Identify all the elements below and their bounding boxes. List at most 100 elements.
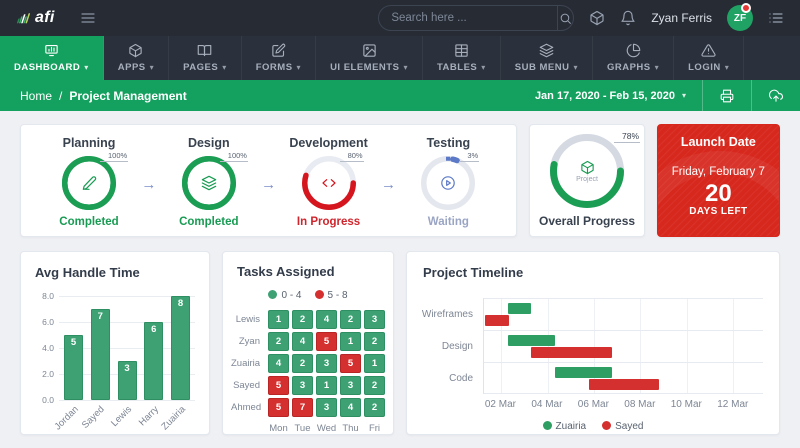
gantt-bar-zuairia-design: [508, 335, 555, 346]
nav-item-login[interactable]: LOGIN ▾: [674, 36, 745, 80]
main-content: Planning 100% Completed → Design 100% Complete…: [0, 111, 800, 435]
heatmap-cell: 5: [316, 332, 337, 351]
main-nav: DASHBOARD ▾ APPS ▾ PAGES ▾ FORMS ▾ UI ELEMENTS ▾ T…: [0, 36, 800, 80]
step-planning: Planning 100% Completed: [45, 136, 133, 228]
nav-item-tables[interactable]: TABLES ▾: [423, 36, 501, 80]
print-button[interactable]: [703, 80, 751, 111]
launch-date-title: Launch Date: [680, 135, 756, 149]
heatmap-cell: 3: [316, 354, 337, 373]
nav-item-sub-menu[interactable]: SUB MENU ▾: [501, 36, 593, 80]
heatmap-cell: 5: [268, 398, 289, 417]
heatmap-row-label: Zuairia: [231, 358, 261, 369]
login-icon: [701, 43, 716, 58]
legend-item: Sayed: [602, 421, 643, 432]
breadcrumb-home[interactable]: Home: [20, 88, 53, 103]
avatar[interactable]: ZF: [727, 3, 753, 31]
chevron-down-icon: ▾: [403, 62, 408, 72]
gantt-bar-sayed-wireframes: [485, 315, 510, 326]
export-button[interactable]: [752, 80, 800, 111]
nav-item-pages[interactable]: PAGES ▾: [169, 36, 242, 80]
chevron-down-icon: ▾: [222, 62, 227, 72]
search-input[interactable]: [379, 12, 558, 24]
gantt-row-label: Design: [441, 340, 473, 352]
y-tick-label: 0.0: [42, 395, 54, 405]
overall-progress-title: Overall Progress: [539, 214, 636, 228]
step-title: Design: [187, 136, 230, 150]
nav-item-dashboard[interactable]: DASHBOARD ▾: [0, 36, 104, 80]
gantt-x-tick-label: 12 Mar: [717, 399, 749, 410]
nav-item-ui-elements[interactable]: UI ELEMENTS ▾: [316, 36, 423, 80]
forms-icon: [271, 43, 286, 58]
tasks-assigned-title: Tasks Assigned: [237, 264, 335, 279]
bar-jordan: 5: [64, 335, 83, 400]
gantt-x-tick-label: 02 Mar: [484, 399, 516, 410]
gantt-x-tick-label: 06 Mar: [577, 399, 609, 410]
donut-center: Project: [550, 134, 624, 208]
legend-item: Zuairia: [542, 421, 586, 432]
heatmap-row-label: Lewis: [235, 314, 260, 325]
chevron-down-icon: ▾: [149, 62, 155, 72]
heatmap-cell: 2: [292, 310, 313, 329]
hamburger-menu-icon[interactable]: [80, 10, 96, 26]
search-button[interactable]: [557, 6, 573, 30]
gantt-row-label: Wireframes: [421, 308, 473, 320]
heatmap-cell: 2: [340, 310, 361, 329]
nav-item-graphs[interactable]: GRAPHS ▾: [593, 36, 675, 80]
nav-item-apps[interactable]: APPS ▾: [104, 36, 170, 80]
chevron-down-icon: ▾: [724, 62, 730, 72]
gantt-bar-sayed-code: [589, 379, 659, 390]
heatmap-legend: 0 - 4 5 - 8: [233, 290, 383, 301]
list-icon[interactable]: [768, 10, 784, 26]
nav-item-label: SUB MENU: [514, 62, 570, 73]
heatmap-col-label: Fri: [368, 423, 381, 434]
gantt-bar-zuairia-wireframes: [508, 303, 532, 314]
overall-progress-card: 78% Project Overall Progress: [529, 124, 645, 237]
launch-date-card: Launch Date Friday, February 7 20 DAYS L…: [656, 124, 780, 237]
nav-item-label: FORMS: [255, 62, 293, 73]
nav-item-forms[interactable]: FORMS ▾: [242, 36, 317, 80]
gantt-bar-zuairia-code: [554, 367, 613, 378]
breadcrumb-actions: Jan 17, 2020 - Feb 15, 2020 ▾: [519, 80, 800, 111]
x-tick-label: Harry: [136, 404, 161, 429]
arrow-right-icon: →: [261, 176, 277, 193]
step-percent-label: 100%: [219, 151, 248, 162]
days-left-count: 20: [704, 180, 732, 207]
heatmap-cell: 4: [292, 332, 313, 351]
user-name[interactable]: Zyan Ferris: [651, 11, 712, 25]
overall-progress-ring: [550, 134, 625, 212]
legend-dot: [602, 421, 612, 430]
nav-item-label: PAGES: [183, 62, 219, 73]
heatmap-cell: 3: [316, 398, 337, 417]
gantt-row-label: Code: [449, 372, 473, 384]
bar-sayed: 7: [90, 309, 110, 400]
gantt-legend: Zuairia Sayed: [423, 421, 763, 432]
date-range-selector[interactable]: Jan 17, 2020 - Feb 15, 2020 ▾: [519, 80, 702, 111]
nav-item-label: DASHBOARD: [14, 62, 81, 73]
heatmap-cell: 2: [268, 332, 289, 351]
heatmap-col-label: Thu: [342, 423, 359, 434]
brand-logo[interactable]: afi: [16, 9, 55, 27]
step-progress-ring: 3%: [421, 151, 480, 210]
bar-value-label: 3: [124, 363, 130, 374]
step-percent-label: 100%: [100, 151, 129, 162]
search-box: [378, 5, 575, 31]
step-development: Development 80% In Progress: [285, 136, 373, 228]
step-percent-label: 80%: [339, 151, 364, 162]
heatmap-cell: 3: [364, 310, 385, 329]
box-icon[interactable]: [589, 10, 605, 26]
heatmap-cell: 4: [340, 398, 361, 417]
dashboard-icon: [44, 43, 59, 58]
chevron-down-icon: ▾: [296, 62, 302, 72]
status-dot: [741, 3, 751, 13]
bar-value-label: 8: [177, 298, 184, 309]
step-status: Waiting: [427, 216, 469, 228]
breadcrumb-separator: /: [59, 88, 63, 103]
project-timeline-title: Project Timeline: [423, 265, 524, 280]
gantt-x-tick-label: 08 Mar: [624, 399, 656, 410]
legend-item: 5 - 8: [314, 290, 348, 301]
arrow-right-icon: →: [141, 176, 157, 193]
bar-lewis: 3: [117, 361, 137, 400]
bar-value-label: 6: [151, 324, 157, 335]
step-title: Testing: [426, 136, 471, 150]
bell-icon[interactable]: [620, 10, 636, 26]
